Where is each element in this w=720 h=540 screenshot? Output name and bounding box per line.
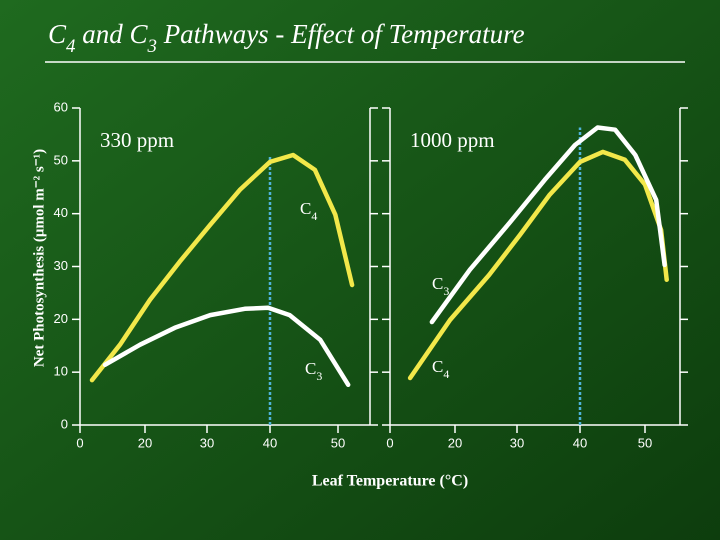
x-tick-label: 20 <box>138 435 152 450</box>
x-tick-label: 40 <box>263 435 277 450</box>
series-line <box>102 305 351 388</box>
y-tick-label: 10 <box>54 364 68 379</box>
series-label: C3 <box>305 359 322 383</box>
x-tick-label: 0 <box>386 435 393 450</box>
y-tick-label: 20 <box>54 311 68 326</box>
series-label: C4 <box>300 199 317 223</box>
x-tick-label: 30 <box>200 435 214 450</box>
panel-subtitle: 330 ppm <box>100 128 174 152</box>
y-axis-label: Net Photosynthesis (μmol m⁻² s⁻¹) <box>31 149 47 367</box>
x-tick-label: 50 <box>638 435 652 450</box>
series-line <box>429 125 667 325</box>
series-line <box>89 152 355 383</box>
series-label: C4 <box>432 357 449 381</box>
panel-subtitle: 1000 ppm <box>410 128 495 152</box>
y-tick-label: 40 <box>54 205 68 220</box>
series-line <box>407 149 669 381</box>
x-axis-label: Leaf Temperature (°C) <box>312 473 468 490</box>
y-tick-label: 30 <box>54 258 68 273</box>
x-tick-label: 0 <box>76 435 83 450</box>
x-tick-label: 30 <box>510 435 524 450</box>
x-tick-label: 50 <box>331 435 345 450</box>
y-tick-label: 50 <box>54 152 68 167</box>
x-tick-label: 40 <box>573 435 587 450</box>
slide-title: C4 and C3 Pathways - Effect of Temperatu… <box>48 19 525 57</box>
x-tick-label: 20 <box>448 435 462 450</box>
series-label: C3 <box>432 274 449 298</box>
y-tick-label: 60 <box>54 99 68 114</box>
y-tick-label: 0 <box>61 416 68 431</box>
